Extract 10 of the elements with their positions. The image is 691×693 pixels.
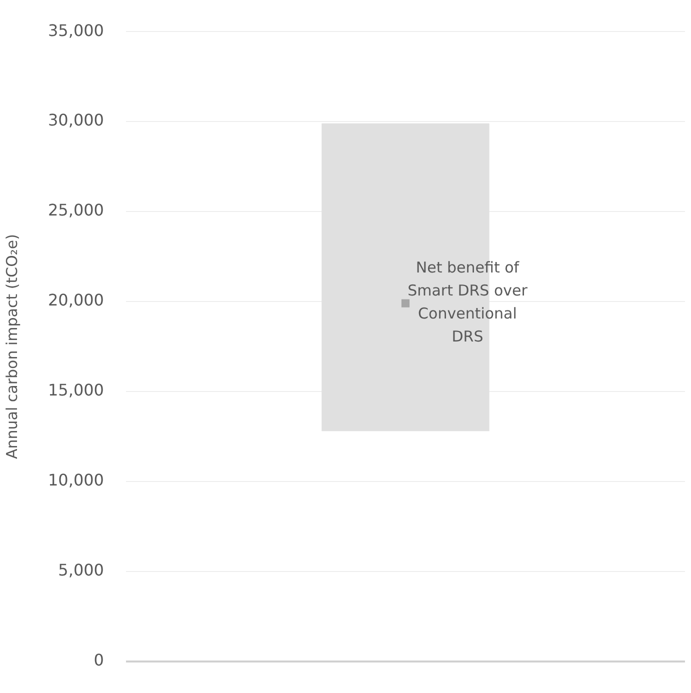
annotation: Net benefit of Smart DRS over Conventional DRS (408, 258, 528, 346)
y-tick-label: 25,000 (48, 200, 104, 220)
y-tick-label: 5,000 (58, 560, 104, 580)
y-tick-label: 20,000 (48, 290, 104, 310)
y-tick-label: 15,000 (48, 380, 104, 400)
y-tick-label: 10,000 (48, 470, 104, 490)
y-tick-label: 30,000 (48, 110, 104, 130)
y-tick-label: 0 (94, 650, 104, 670)
y-axis-title: Annual carbon impact (tCO₂e) (2, 234, 21, 459)
y-tick-label: 35,000 (48, 20, 104, 40)
